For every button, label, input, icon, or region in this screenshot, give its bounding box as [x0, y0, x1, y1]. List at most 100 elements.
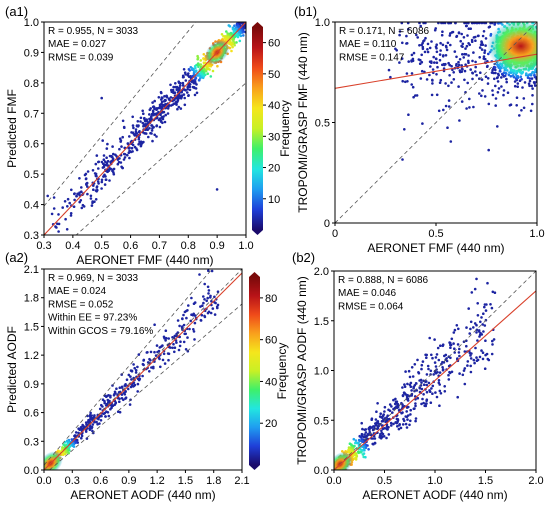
- data-point: [466, 34, 469, 37]
- data-point: [408, 375, 412, 379]
- data-point: [353, 457, 356, 460]
- y-axis-label: Predicted AODF: [5, 326, 19, 413]
- data-point: [75, 194, 78, 198]
- data-point: [452, 71, 456, 74]
- data-point: [425, 380, 428, 383]
- data-point: [107, 414, 111, 418]
- ee-lower-line: [75, 82, 246, 235]
- data-point: [80, 434, 84, 438]
- data-point: [81, 203, 85, 207]
- data-point: [500, 76, 503, 79]
- data-point: [63, 200, 67, 203]
- data-point: [172, 85, 175, 89]
- data-point: [445, 48, 449, 52]
- colorbar-label: Frequency: [275, 343, 289, 400]
- data-point: [174, 100, 178, 104]
- data-point: [457, 31, 461, 34]
- x-tick-label: 0.5: [428, 228, 443, 240]
- data-point: [52, 196, 56, 199]
- data-point: [159, 120, 163, 123]
- data-point: [134, 133, 137, 136]
- data-point: [101, 162, 105, 166]
- data-point: [398, 61, 401, 64]
- data-point: [91, 169, 95, 172]
- data-point: [120, 145, 123, 148]
- data-point: [228, 42, 231, 46]
- axes-frame: [43, 21, 247, 236]
- data-point: [109, 160, 112, 164]
- data-point: [418, 62, 422, 65]
- data-point: [177, 348, 181, 352]
- data-point: [475, 359, 479, 363]
- data-point: [130, 378, 133, 381]
- data-point: [435, 353, 439, 356]
- data-point: [108, 179, 111, 182]
- data-point: [412, 386, 415, 390]
- data-point: [450, 31, 454, 34]
- data-point: [61, 453, 65, 457]
- data-point: [472, 358, 476, 362]
- data-point: [436, 346, 440, 350]
- data-point: [86, 192, 89, 196]
- data-point: [485, 352, 489, 356]
- data-point: [457, 351, 461, 354]
- data-point: [441, 43, 445, 47]
- data-point: [479, 320, 482, 324]
- data-point: [119, 140, 122, 143]
- data-point: [458, 69, 462, 72]
- data-point: [508, 104, 512, 107]
- data-point: [86, 185, 89, 188]
- data-point: [155, 108, 158, 111]
- data-point: [400, 57, 404, 60]
- data-point: [456, 357, 459, 360]
- data-point: [209, 294, 212, 298]
- data-point: [136, 120, 140, 123]
- data-point: [516, 85, 519, 88]
- data-point: [476, 339, 479, 342]
- data-point: [478, 77, 481, 80]
- data-point: [199, 59, 203, 62]
- x-axis-label: AERONET AODF (440 nm): [70, 488, 215, 502]
- data-point: [167, 337, 170, 340]
- data-point: [423, 404, 427, 408]
- data-point: [128, 156, 131, 160]
- data-point: [401, 158, 404, 161]
- data-point: [73, 198, 76, 202]
- x-tick-label: 1.2: [149, 475, 164, 487]
- data-point: [390, 424, 393, 427]
- panel-label: (b1): [294, 4, 317, 19]
- data-point: [142, 363, 145, 367]
- data-point: [112, 152, 115, 156]
- stat-line: MAE = 0.024: [48, 286, 107, 297]
- data-point: [134, 130, 138, 134]
- data-point: [435, 61, 439, 64]
- data-point: [447, 84, 450, 88]
- x-tick-label: 1.8: [206, 475, 221, 487]
- data-point: [387, 408, 390, 412]
- data-point: [435, 57, 438, 61]
- data-point: [66, 197, 70, 201]
- stat-line: Within EE = 97.23%: [48, 313, 137, 324]
- data-point: [415, 33, 418, 37]
- data-point: [376, 425, 380, 428]
- data-point: [430, 40, 433, 43]
- data-point: [352, 437, 356, 441]
- data-point: [163, 120, 167, 124]
- data-point: [415, 389, 419, 392]
- data-point: [198, 79, 201, 82]
- data-point: [482, 312, 485, 316]
- data-point: [100, 96, 103, 100]
- data-point: [474, 60, 477, 64]
- data-point: [511, 74, 515, 77]
- plot-area: [335, 22, 537, 223]
- data-point: [405, 410, 409, 413]
- data-point: [454, 22, 457, 25]
- x-tick-label: 0.5: [94, 240, 109, 252]
- x-tick-label: 1.0: [238, 240, 253, 252]
- data-point: [466, 364, 469, 367]
- data-point: [368, 430, 372, 434]
- data-point: [450, 337, 454, 341]
- data-point: [519, 75, 523, 78]
- data-point: [491, 343, 494, 346]
- data-point: [471, 59, 474, 63]
